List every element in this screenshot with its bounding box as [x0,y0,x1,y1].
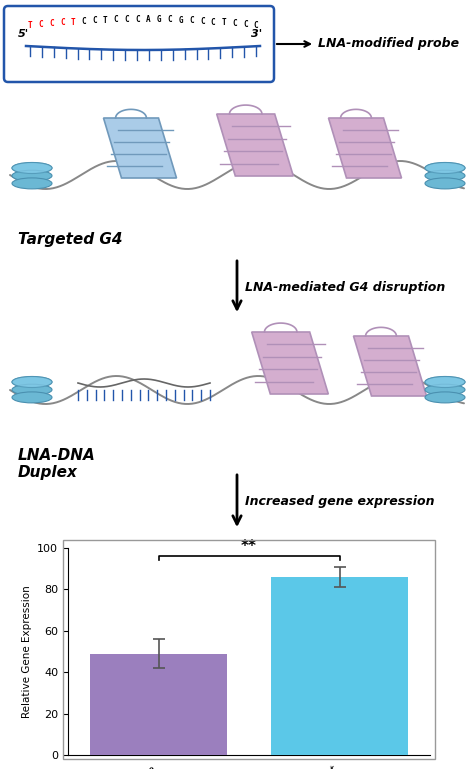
Text: Increased gene expression: Increased gene expression [245,494,435,508]
Ellipse shape [12,392,52,403]
Text: C: C [135,15,140,24]
Text: LNA-DNA
Duplex: LNA-DNA Duplex [18,448,96,481]
Ellipse shape [425,377,465,388]
Ellipse shape [425,392,465,403]
Text: **: ** [241,539,257,554]
FancyBboxPatch shape [4,6,274,82]
Ellipse shape [12,377,52,388]
Text: T: T [71,18,75,27]
Text: G: G [157,15,162,24]
Bar [271,577,408,755]
Ellipse shape [12,162,52,174]
Text: C: C [82,17,86,26]
Text: 3': 3' [251,29,262,39]
Ellipse shape [425,178,465,189]
Text: T: T [221,18,226,28]
Text: C: C [60,18,64,28]
Text: C: C [114,15,118,25]
Ellipse shape [12,384,52,395]
Text: T: T [103,16,108,25]
Polygon shape [328,118,401,178]
Polygon shape [354,336,427,396]
Text: C: C [92,16,97,25]
Text: T: T [27,21,32,30]
Ellipse shape [12,377,52,388]
Text: A: A [146,15,151,24]
Ellipse shape [425,162,465,174]
Ellipse shape [12,162,52,174]
Ellipse shape [425,162,465,174]
Text: C: C [254,21,258,30]
Ellipse shape [425,384,465,395]
Ellipse shape [425,377,465,388]
Text: C: C [210,18,215,27]
Text: G: G [178,16,183,25]
Text: C: C [49,19,54,28]
Bar [90,654,227,755]
Text: C: C [243,20,247,29]
Ellipse shape [12,178,52,189]
Ellipse shape [425,170,465,181]
Text: 5': 5' [18,29,29,39]
Text: C: C [232,19,237,28]
Ellipse shape [12,170,52,181]
Polygon shape [103,118,176,178]
Y-axis label: Relative Gene Expression: Relative Gene Expression [22,585,32,718]
Text: C: C [200,17,204,26]
Text: C: C [125,15,129,24]
Text: LNA-modified probe: LNA-modified probe [318,38,459,51]
Text: Targeted G4: Targeted G4 [18,232,122,247]
Text: C: C [168,15,172,25]
Text: LNA-mediated G4 disruption: LNA-mediated G4 disruption [245,281,445,294]
Polygon shape [217,114,293,176]
Text: C: C [38,20,43,29]
Polygon shape [252,332,328,394]
Text: C: C [189,16,194,25]
